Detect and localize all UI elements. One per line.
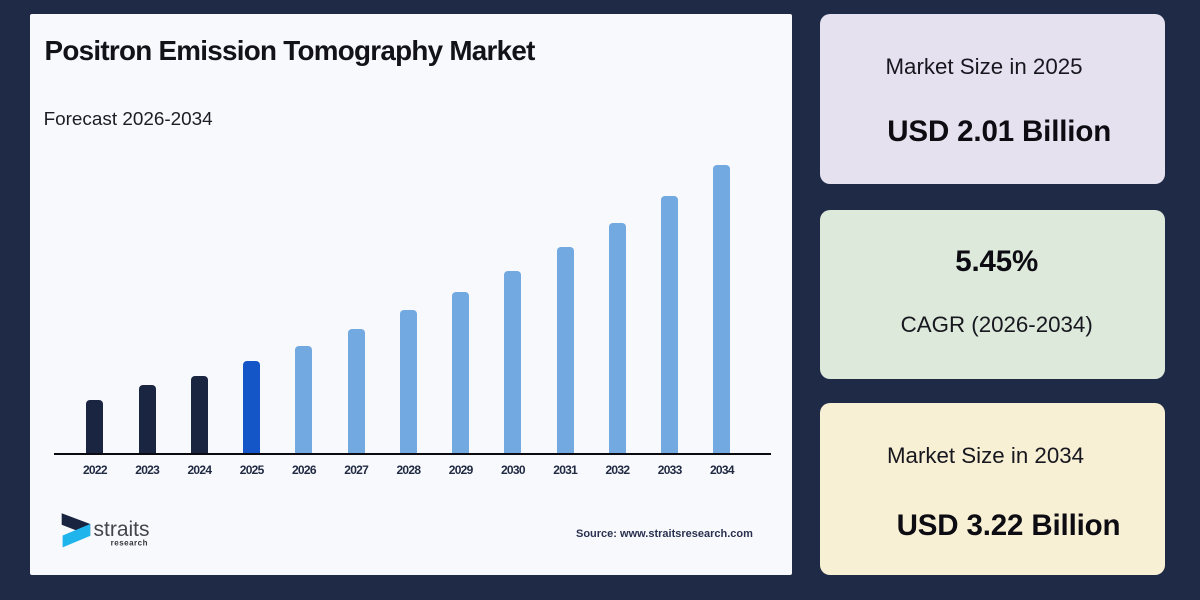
svg-text:straits: straits xyxy=(94,518,150,541)
svg-text:research: research xyxy=(111,538,148,547)
